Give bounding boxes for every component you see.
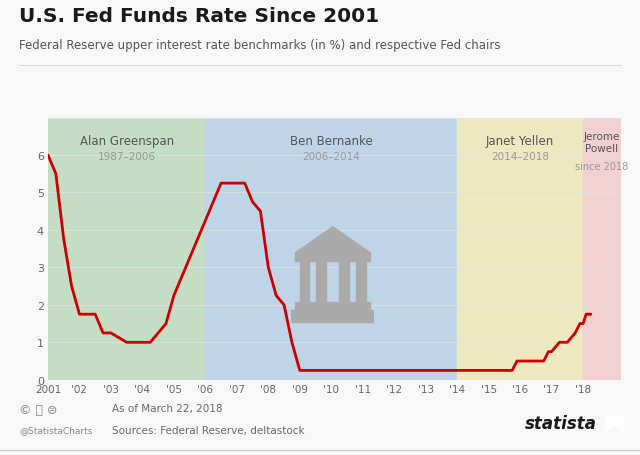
Text: 2006–2014: 2006–2014 [302, 152, 360, 162]
Text: 1987–2006: 1987–2006 [98, 152, 156, 162]
Bar [339, 260, 349, 303]
Text: © ⓘ ⊜: © ⓘ ⊜ [19, 403, 58, 416]
Text: Jerome
Powell: Jerome Powell [584, 131, 620, 154]
Text: @StatistaCharts: @StatistaCharts [19, 425, 93, 435]
Text: Sources: Federal Reserve, deltastock: Sources: Federal Reserve, deltastock [112, 425, 305, 435]
Bar [457, 118, 583, 380]
Bar [205, 118, 457, 380]
Bar [300, 260, 309, 303]
Text: Ben Bernanke: Ben Bernanke [290, 135, 372, 148]
Text: Federal Reserve upper interest rate benchmarks (in %) and respective Fed chairs: Federal Reserve upper interest rate benc… [19, 39, 500, 52]
Polygon shape [605, 417, 623, 432]
Text: statista: statista [525, 414, 596, 432]
Text: 2014–2018: 2014–2018 [491, 152, 549, 162]
Polygon shape [296, 227, 370, 253]
Bar [296, 252, 370, 261]
Bar [48, 118, 205, 380]
Text: As of March 22, 2018: As of March 22, 2018 [112, 403, 223, 413]
Bar [316, 260, 326, 303]
Bar [356, 260, 365, 303]
Text: since 2018: since 2018 [575, 161, 628, 171]
Text: Janet Yellen: Janet Yellen [486, 135, 554, 148]
Bar [291, 310, 374, 322]
Text: U.S. Fed Funds Rate Since 2001: U.S. Fed Funds Rate Since 2001 [19, 7, 380, 26]
Bar [583, 118, 621, 380]
Bar [296, 302, 370, 312]
Text: Alan Greenspan: Alan Greenspan [79, 135, 173, 148]
